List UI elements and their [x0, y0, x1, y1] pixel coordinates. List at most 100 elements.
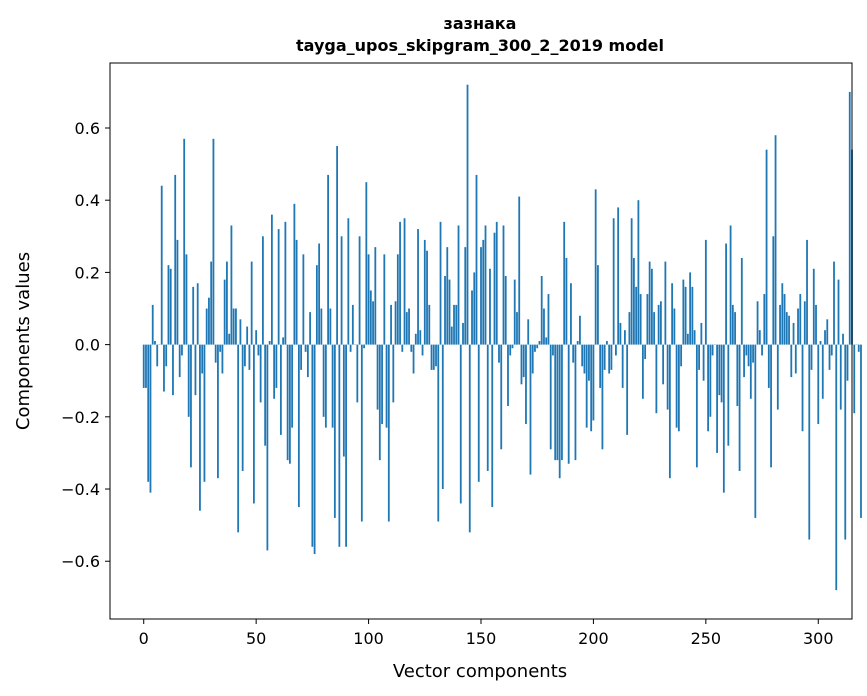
bar [421, 344, 424, 356]
bar [563, 221, 566, 345]
bar [790, 344, 793, 378]
bar [248, 344, 251, 370]
bar [758, 330, 761, 345]
bar [477, 344, 480, 482]
bar [597, 265, 599, 345]
bar [680, 344, 683, 367]
bar [592, 344, 595, 421]
bar [311, 344, 314, 547]
bar [302, 254, 305, 345]
bar [520, 344, 523, 385]
bar [199, 344, 201, 511]
bar [282, 337, 285, 345]
bar [320, 308, 323, 345]
bar [704, 239, 707, 345]
bar [720, 344, 723, 403]
bar [844, 344, 847, 540]
bar [853, 344, 856, 414]
bar [190, 344, 192, 468]
bar [659, 301, 662, 345]
bar [205, 308, 208, 345]
y-tick-label: 0.0 [75, 336, 100, 355]
bar [219, 344, 222, 352]
bar [486, 344, 489, 471]
bar [644, 344, 647, 360]
bar [491, 344, 494, 508]
bar [194, 344, 197, 396]
bar [464, 247, 467, 345]
bar [556, 344, 559, 461]
bar [455, 304, 458, 345]
bar [540, 276, 543, 345]
bar [779, 304, 781, 345]
bar [410, 344, 413, 352]
bar [738, 344, 741, 471]
bar [435, 344, 437, 367]
bar [500, 344, 503, 450]
bar [396, 254, 399, 345]
x-tick-label: 50 [246, 629, 266, 648]
bar [606, 341, 608, 345]
plot-area [142, 84, 862, 591]
bar [176, 239, 179, 345]
bar [327, 174, 329, 345]
bar [201, 344, 204, 374]
bar [628, 312, 631, 345]
bar [549, 344, 552, 450]
bar [588, 344, 590, 381]
bar [803, 301, 806, 345]
bar [374, 247, 377, 345]
bar [761, 344, 763, 356]
bar [313, 344, 316, 555]
bar [554, 344, 557, 461]
bar [785, 312, 788, 345]
chart-title-line1: зазнака [444, 14, 517, 33]
bar [392, 344, 395, 403]
bar [360, 344, 363, 522]
bar [241, 344, 244, 471]
bar [181, 344, 183, 356]
bar [635, 286, 638, 345]
bar [264, 344, 267, 446]
bar [545, 337, 548, 345]
bar [824, 330, 826, 345]
bar [315, 265, 318, 345]
bar [561, 344, 563, 461]
bar [516, 312, 518, 345]
bar [387, 344, 390, 522]
bar [167, 265, 170, 345]
bar [154, 341, 156, 345]
bar [839, 344, 842, 410]
bar [448, 279, 451, 345]
x-tick-label: 0 [139, 629, 149, 648]
bar [246, 326, 249, 345]
bar [619, 322, 622, 345]
bar [279, 344, 282, 435]
bar [309, 312, 312, 345]
bar [842, 333, 844, 345]
bar [498, 344, 500, 363]
bar [585, 344, 588, 428]
bar [160, 185, 163, 345]
bar [239, 319, 242, 345]
bar [412, 344, 415, 374]
bar [358, 236, 361, 345]
bar [722, 344, 725, 493]
bar [383, 254, 386, 345]
bar [268, 341, 271, 345]
bar [291, 344, 294, 428]
bar [174, 174, 177, 345]
bar [333, 344, 336, 518]
bar [507, 344, 509, 406]
bar [347, 218, 350, 345]
bar [351, 304, 354, 345]
bar [349, 344, 352, 352]
bar [833, 261, 835, 345]
bar [428, 304, 431, 345]
bar [513, 279, 516, 345]
bar [345, 344, 347, 547]
x-tick-label: 200 [578, 629, 609, 648]
bar [473, 272, 476, 345]
bar [192, 286, 195, 345]
bar [727, 344, 730, 446]
